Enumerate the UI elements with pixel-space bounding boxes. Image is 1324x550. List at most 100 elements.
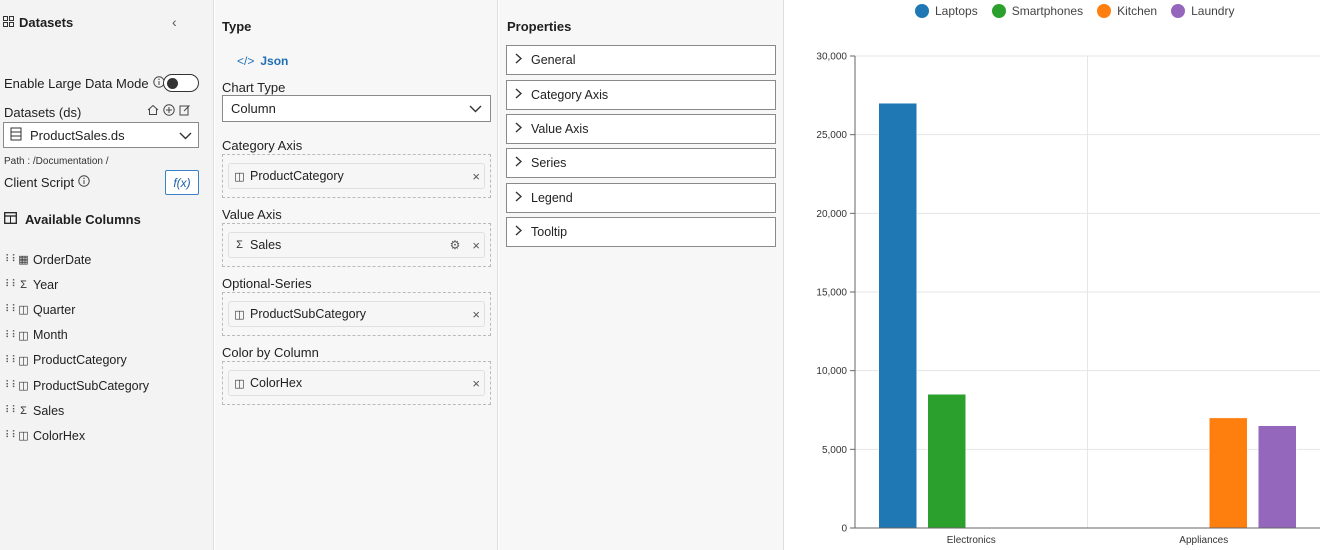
datasets-panel: Datasets ‹ Enable Large Data Mode Datase…	[0, 0, 214, 550]
table-icon: ◫	[18, 354, 29, 367]
prop-section-category-axis[interactable]: Category Axis	[506, 79, 776, 110]
column-list: ⠇⠇ ▦ OrderDate ⠇⠇ Σ Year ⠇⠇ ◫ Quarter ⠇⠇ ◫ Month ⠇⠇ ◫…	[5, 247, 149, 449]
drag-handle-icon[interactable]: ⠇⠇	[5, 304, 19, 316]
column-item[interactable]: ⠇⠇ ◫ ProductCategory	[5, 348, 149, 373]
column-item[interactable]: ⠇⠇ ◫ ColorHex	[5, 423, 149, 448]
legend-item[interactable]: Smartphones	[991, 4, 1083, 18]
prop-section-label: Legend	[531, 190, 573, 205]
column-item[interactable]: ⠇⠇ ▦ OrderDate	[5, 247, 149, 272]
bar-layer	[878, 102, 1297, 529]
optional-series-chip[interactable]: ◫ ProductSubCategory ×	[228, 301, 485, 327]
chart-type-label: Chart Type	[222, 80, 286, 95]
prop-section-general[interactable]: General	[506, 45, 776, 75]
prop-section-series[interactable]: Series	[506, 148, 776, 178]
bar-laundry-appliances[interactable]	[1258, 425, 1297, 529]
remove-icon[interactable]: ×	[472, 306, 480, 322]
category-axis-dropzone[interactable]: ◫ ProductCategory ×	[222, 154, 491, 198]
drag-handle-icon[interactable]: ⠇⠇	[5, 354, 19, 366]
drag-handle-icon[interactable]: ⠇⠇	[5, 405, 19, 417]
bar-laptops-electronics[interactable]	[878, 102, 917, 529]
category-axis-label: Category Axis	[222, 138, 303, 153]
collapse-icon[interactable]: ‹	[172, 14, 177, 30]
remove-icon[interactable]: ×	[472, 168, 480, 184]
value-axis-dropzone[interactable]: Σ Sales ⚙ ×	[222, 223, 491, 267]
optional-series-label: Optional-Series	[222, 276, 312, 291]
color-by-dropzone[interactable]: ◫ ColorHex ×	[222, 361, 491, 405]
chevron-right-icon	[515, 122, 523, 136]
y-tick-label: 0	[841, 524, 847, 535]
value-axis-label: Value Axis	[222, 207, 282, 222]
legend-item[interactable]: Laptops	[915, 4, 978, 18]
chart-type-select[interactable]: Column	[222, 95, 491, 122]
grid-icon	[3, 15, 14, 30]
table-icon: ◫	[234, 377, 245, 390]
legend-swatch	[915, 4, 929, 18]
dataset-select[interactable]: ProductSales.ds	[3, 122, 199, 148]
prop-section-label: Category Axis	[531, 87, 609, 102]
json-link[interactable]: </> Json	[237, 54, 288, 68]
home-icon[interactable]	[147, 104, 159, 119]
client-script-row: Client Script	[4, 175, 90, 190]
chart-panel: Laptops Smartphones Kitchen Laundry 0 5,000 1…	[785, 0, 1324, 550]
remove-icon[interactable]: ×	[472, 375, 480, 391]
info-icon[interactable]	[78, 175, 90, 190]
chevron-right-icon	[515, 87, 523, 102]
sum-icon: Σ	[20, 404, 27, 417]
add-icon[interactable]	[163, 104, 175, 119]
remove-icon[interactable]: ×	[472, 237, 480, 253]
column-item[interactable]: ⠇⠇ Σ Sales	[5, 398, 149, 423]
legend-item[interactable]: Kitchen	[1097, 4, 1157, 18]
client-script-button[interactable]: f(x)	[165, 170, 199, 195]
chart-type-value: Column	[231, 101, 276, 116]
color-by-chip[interactable]: ◫ ColorHex ×	[228, 370, 485, 396]
y-tick-label: 20,000	[816, 209, 847, 220]
chevron-down-icon	[179, 128, 192, 143]
column-item[interactable]: ⠇⠇ ◫ Month	[5, 323, 149, 348]
legend-item[interactable]: Laundry	[1171, 4, 1234, 18]
chevron-down-icon	[469, 101, 482, 116]
drag-handle-icon[interactable]: ⠇⠇	[5, 279, 19, 291]
column-item[interactable]: ⠇⠇ ◫ Quarter	[5, 297, 149, 322]
table-icon: ◫	[234, 308, 245, 321]
column-name: ColorHex	[33, 428, 86, 443]
column-name: Month	[33, 328, 68, 343]
prop-section-legend[interactable]: Legend	[506, 182, 776, 213]
dataset-file-icon	[10, 127, 22, 144]
value-axis-field: Sales	[250, 238, 282, 252]
optional-series-dropzone[interactable]: ◫ ProductSubCategory ×	[222, 292, 491, 336]
table-icon: ◫	[18, 430, 29, 443]
code-icon: </>	[237, 54, 255, 68]
table-icon: ◫	[234, 170, 245, 183]
column-name: ProductCategory	[33, 353, 127, 368]
drag-handle-icon[interactable]: ⠇⠇	[5, 254, 19, 266]
large-data-label: Enable Large Data Mode	[4, 76, 149, 91]
column-item[interactable]: ⠇⠇ Σ Year	[5, 272, 149, 297]
properties-panel: Properties General Category Axis Value A…	[499, 0, 784, 550]
column-name: Year	[33, 277, 59, 292]
y-tick-label: 15,000	[816, 288, 847, 299]
drag-handle-icon[interactable]: ⠇⠇	[5, 380, 19, 392]
bar-kitchen-appliances[interactable]	[1209, 417, 1248, 529]
gear-icon[interactable]: ⚙	[449, 238, 461, 252]
column-name: ProductSubCategory	[33, 378, 150, 393]
drag-handle-icon[interactable]: ⠇⠇	[5, 329, 19, 341]
drag-handle-icon[interactable]: ⠇⠇	[5, 430, 19, 442]
y-tick-label: 30,000	[816, 52, 847, 63]
chart-legend: Laptops Smartphones Kitchen Laundry	[915, 4, 1234, 18]
column-item[interactable]: ⠇⠇ ◫ ProductSubCategory	[5, 373, 149, 398]
chevron-right-icon	[515, 190, 523, 205]
large-data-toggle[interactable]	[163, 74, 199, 92]
prop-section-label: General	[531, 53, 576, 67]
category-axis-chip[interactable]: ◫ ProductCategory ×	[228, 163, 485, 189]
legend-label: Laptops	[935, 4, 978, 18]
chevron-right-icon	[515, 225, 523, 239]
value-axis-chip[interactable]: Σ Sales ⚙ ×	[228, 232, 485, 258]
bar-smartphones-electronics[interactable]	[927, 394, 966, 529]
edit-icon[interactable]	[179, 104, 191, 119]
dataset-path: Path : /Documentation /	[4, 156, 109, 167]
calendar-icon: ▦	[18, 254, 29, 267]
prop-section-tooltip[interactable]: Tooltip	[506, 217, 776, 247]
toggle-knob	[167, 77, 178, 89]
grid-layer	[855, 55, 1320, 529]
prop-section-value-axis[interactable]: Value Axis	[506, 114, 776, 144]
